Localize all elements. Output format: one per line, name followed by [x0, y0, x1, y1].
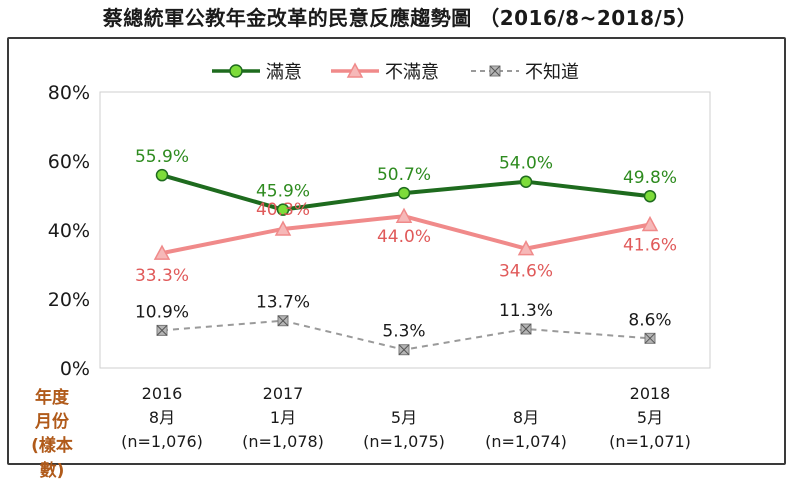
data-label: 10.9%: [135, 302, 189, 322]
series-1: [153, 207, 659, 260]
series-layer: [153, 168, 659, 356]
marker-triangle: [153, 244, 171, 260]
marker-circle: [397, 186, 411, 200]
x-axis-labels: 2016 8月 (n=1,076) 2017 1月 (n=1,078) 5月 (n=1,075…: [121, 384, 691, 451]
x-tick-label: (n=1,076): [121, 432, 203, 451]
data-label: 13.7%: [256, 293, 310, 313]
chart-title: 蔡總統軍公教年金改革的民意反應趨勢圖 （2016/8~2018/5）: [102, 6, 698, 30]
y-tick-label: 20%: [48, 289, 90, 311]
y-axis: 0% 20% 40% 60% 80%: [48, 82, 711, 380]
data-label: 45.9%: [256, 182, 310, 202]
marker-cross: [398, 344, 410, 356]
x-tick-label: (n=1,075): [363, 432, 445, 451]
x-tick-label: (n=1,074): [485, 432, 567, 451]
marker-triangle: [517, 240, 535, 256]
x-tick-label: 5月: [637, 408, 663, 427]
marker-triangle: [274, 220, 292, 236]
x-tick-label: 1月: [270, 408, 296, 427]
marker-triangle: [346, 62, 364, 78]
data-labels: 55.9% 45.9% 50.7% 54.0% 49.8% 33.3% 40.3% 44.0%…: [135, 147, 677, 342]
x-tick-label: (n=1,071): [609, 432, 691, 451]
legend-item: 滿意: [212, 62, 302, 83]
marker-cross: [277, 315, 289, 327]
series-2: [156, 315, 656, 356]
x-tick-label: 8月: [513, 408, 539, 427]
marker-cross: [156, 325, 168, 336]
data-label: 5.3%: [382, 322, 425, 342]
data-label: 54.0%: [499, 154, 553, 174]
marker-circle: [519, 175, 533, 188]
legend-item: 不知道: [471, 62, 579, 83]
data-label: 40.3%: [256, 200, 310, 220]
marker-cross: [489, 65, 501, 77]
data-label: 44.0%: [377, 227, 431, 247]
plot-area: [99, 91, 711, 369]
x-tick-label: 2018: [630, 384, 671, 403]
data-label: 34.6%: [499, 262, 553, 282]
marker-triangle: [395, 207, 413, 223]
data-label: 11.3%: [499, 301, 553, 321]
series-0: [155, 168, 657, 216]
marker-cross: [644, 332, 656, 344]
data-label: 8.6%: [628, 310, 671, 330]
marker-circle: [276, 203, 290, 216]
legend-item: 不滿意: [331, 62, 439, 83]
data-label: 55.9%: [135, 147, 189, 167]
legend: 滿意 不滿意 不知道: [212, 62, 579, 83]
marker-cross: [520, 323, 532, 335]
data-label: 33.3%: [135, 266, 189, 286]
marker-circle: [643, 189, 657, 203]
x-tick-label: 5月: [391, 408, 417, 427]
marker-circle: [229, 64, 243, 78]
x-tick-label: (n=1,078): [242, 432, 324, 451]
data-label: 41.6%: [623, 235, 677, 255]
y-tick-label: 80%: [48, 82, 90, 104]
x-tick-label: 2017: [263, 384, 304, 403]
data-label: 50.7%: [377, 165, 431, 185]
y-tick-label: 60%: [48, 151, 90, 173]
legend-label: 滿意: [266, 62, 302, 83]
data-label: 49.8%: [623, 168, 677, 188]
marker-triangle: [641, 215, 659, 232]
y-tick-label: 0%: [60, 358, 90, 380]
x-tick-label: 2016: [142, 384, 183, 403]
chart-frame: [7, 37, 786, 465]
row-label-month: 月份: [35, 412, 69, 432]
x-tick-label: 8月: [149, 408, 175, 427]
row-label-year: 年度: [35, 388, 69, 408]
legend-label: 不知道: [525, 62, 579, 83]
marker-circle: [155, 168, 169, 182]
legend-label: 不滿意: [385, 62, 439, 83]
y-tick-label: 40%: [48, 220, 90, 242]
